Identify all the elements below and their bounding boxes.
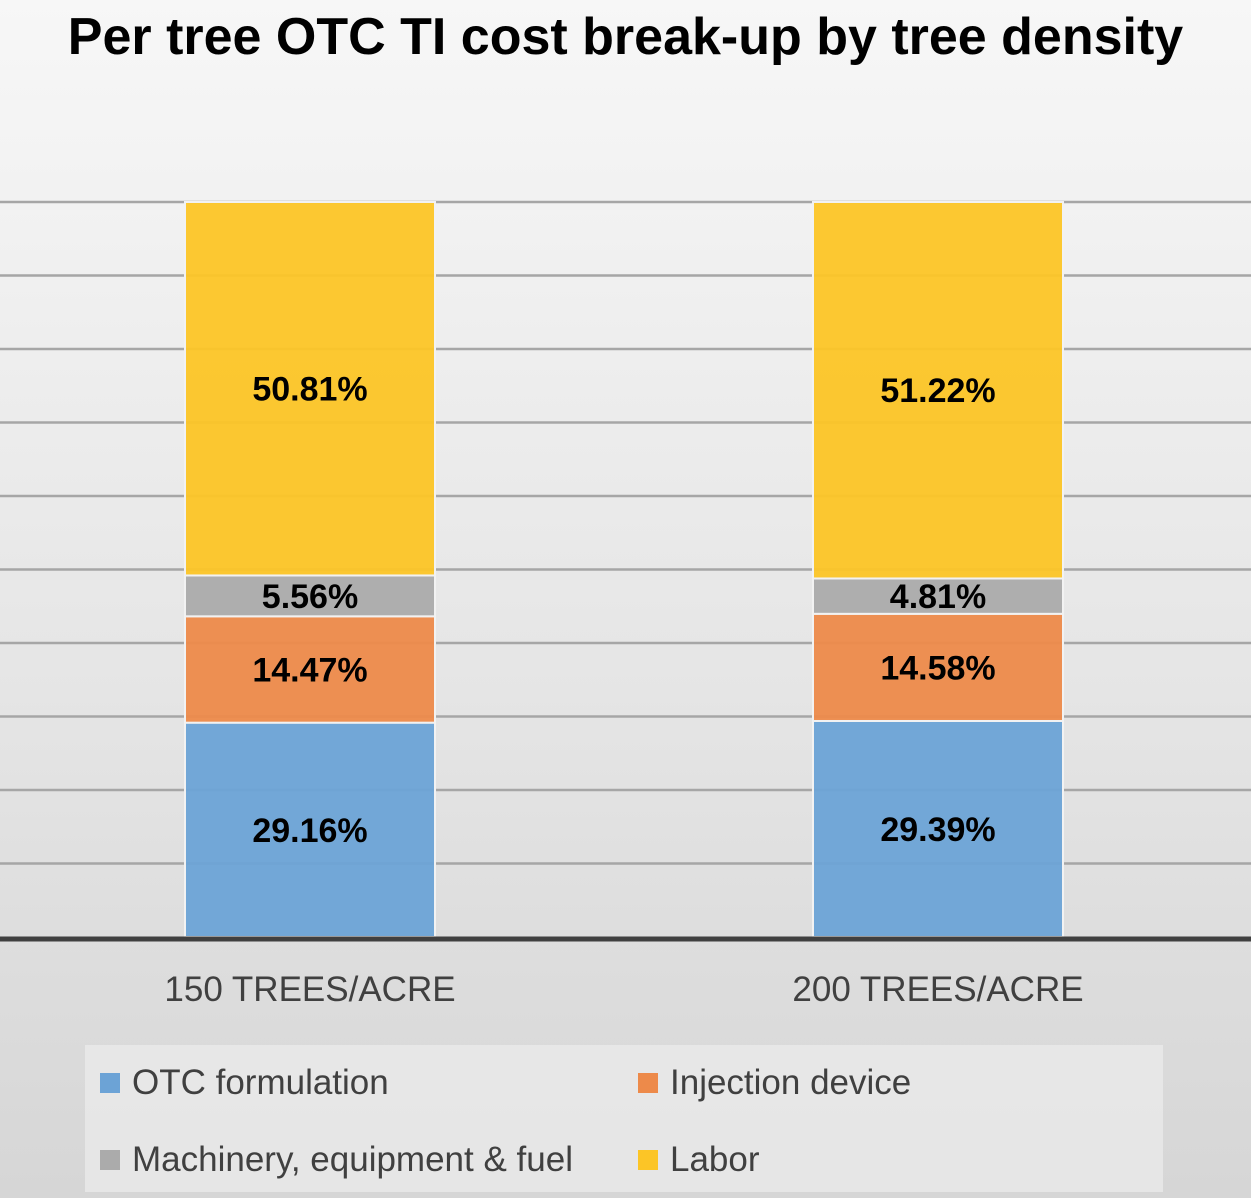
data-label: 29.39% — [880, 811, 995, 849]
bar-segment — [812, 719, 1064, 939]
legend-label: Machinery, equipment & fuel — [132, 1140, 573, 1179]
legend-label: Labor — [670, 1140, 760, 1179]
bar-segment — [184, 615, 436, 724]
bar-segment — [184, 721, 436, 939]
data-label: 4.81% — [890, 578, 986, 616]
legend-label: Injection device — [670, 1063, 912, 1102]
legend-item-machinery: Machinery, equipment & fuel — [100, 1140, 573, 1180]
bar-segment — [812, 201, 1064, 580]
bar-segment — [184, 201, 436, 577]
bar-segment — [184, 574, 436, 618]
data-label: 50.81% — [252, 371, 367, 409]
bar-segment — [812, 612, 1064, 722]
bar-segment — [812, 577, 1064, 615]
legend-swatch — [638, 1073, 658, 1093]
legend-item-injection-device: Injection device — [638, 1063, 911, 1103]
legend-item-labor: Labor — [638, 1140, 760, 1180]
legend: OTC formulation Injection device Machine… — [85, 1045, 1163, 1192]
data-label: 14.58% — [880, 649, 995, 687]
legend-swatch — [638, 1150, 658, 1170]
chart-title: Per tree OTC TI cost break-up by tree de… — [67, 8, 1184, 66]
legend-swatch — [100, 1150, 120, 1170]
data-label: 51.22% — [880, 372, 995, 410]
x-tick-label-0: 150 TREES/ACRE — [164, 970, 456, 1009]
legend-label: OTC formulation — [132, 1063, 389, 1102]
data-label: 29.16% — [252, 812, 367, 850]
data-label: 14.47% — [252, 651, 367, 689]
x-tick-label-1: 200 TREES/ACRE — [792, 970, 1084, 1009]
legend-swatch — [100, 1073, 120, 1093]
legend-item-otc-formulation: OTC formulation — [100, 1063, 389, 1103]
data-label: 5.56% — [262, 578, 358, 616]
